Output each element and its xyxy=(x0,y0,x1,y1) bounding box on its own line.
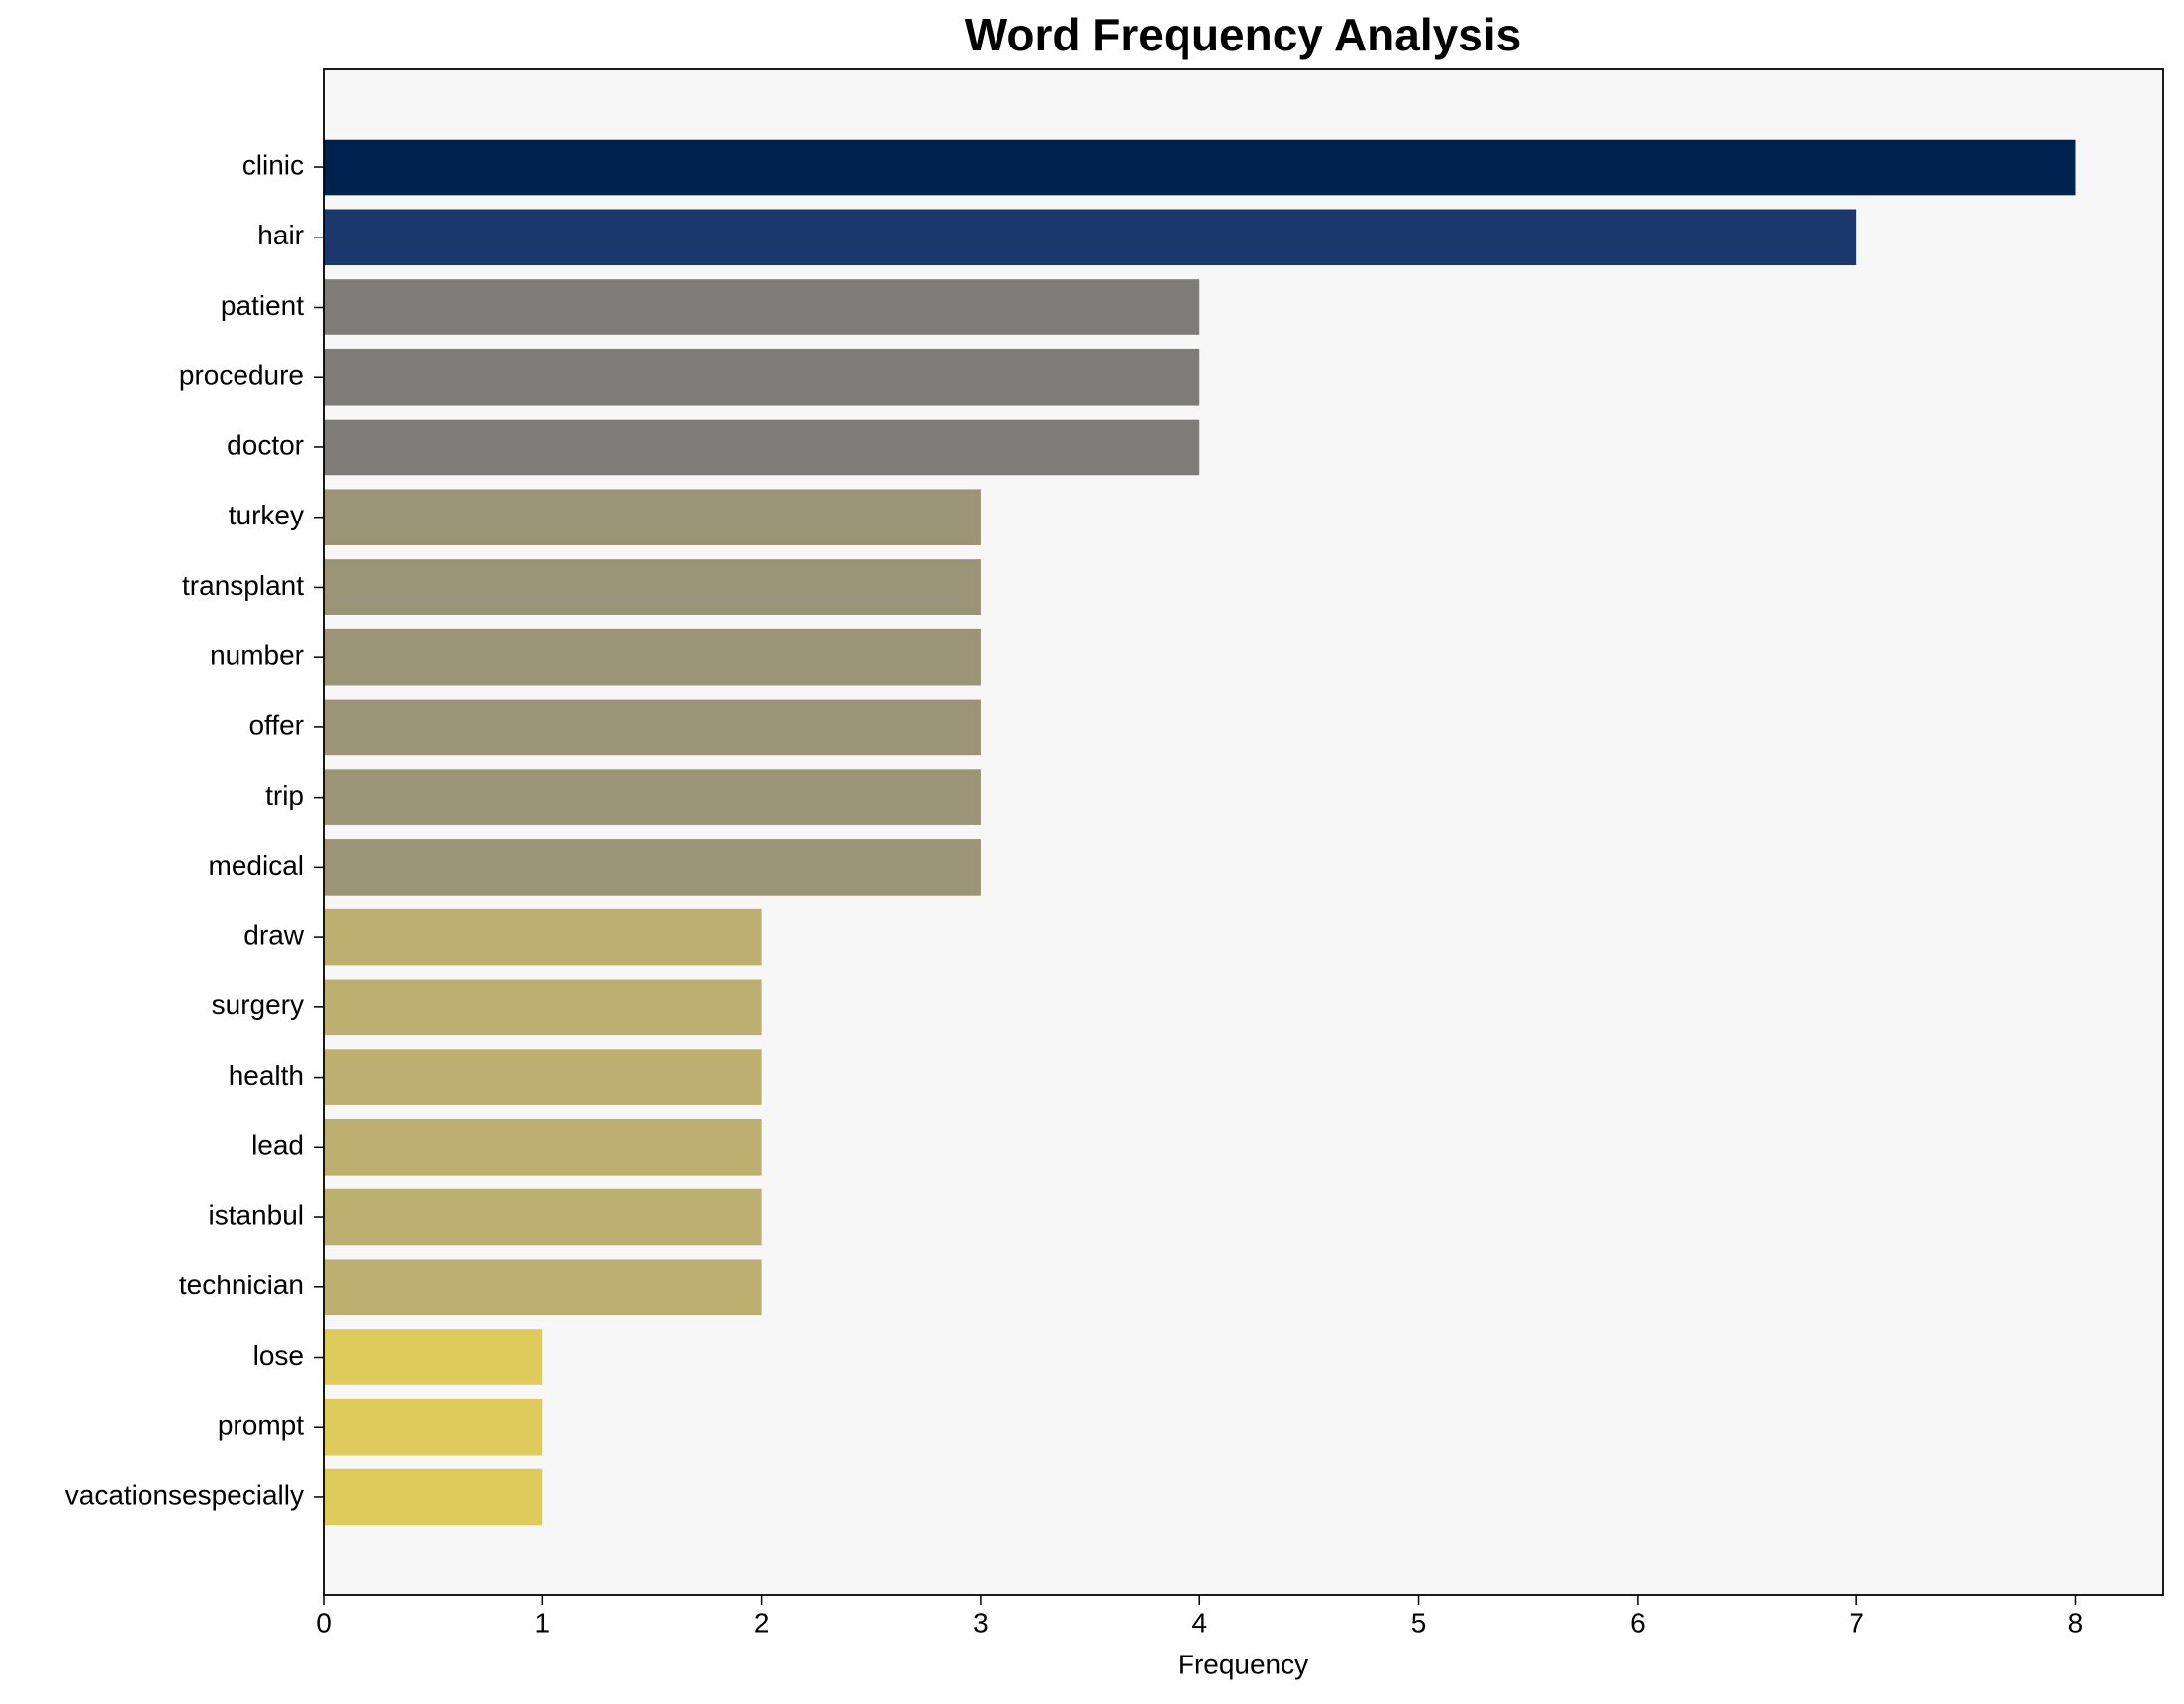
bar xyxy=(324,1398,543,1456)
x-tick-label: 0 xyxy=(316,1607,332,1638)
x-tick-label: 5 xyxy=(1411,1607,1427,1638)
y-tick-label: lead xyxy=(251,1130,304,1161)
bar xyxy=(324,419,1200,476)
bar xyxy=(324,348,1200,406)
y-tick-label: surgery xyxy=(212,990,304,1020)
bar xyxy=(324,1188,762,1246)
bar xyxy=(324,979,762,1036)
y-tick-label: offer xyxy=(248,710,304,740)
y-tick-label: procedure xyxy=(179,360,304,391)
bar xyxy=(324,1119,762,1176)
x-axis-label: Frequency xyxy=(1178,1649,1308,1679)
x-tick-label: 3 xyxy=(973,1607,989,1638)
bar xyxy=(324,839,981,896)
y-tick-label: lose xyxy=(253,1340,304,1371)
bar xyxy=(324,1468,543,1526)
y-tick-label: health xyxy=(229,1060,304,1090)
bar xyxy=(324,1329,543,1385)
plot-frame xyxy=(323,68,2164,1596)
bar xyxy=(324,628,981,686)
bar xyxy=(324,769,981,825)
x-tick-label: 2 xyxy=(754,1607,770,1638)
y-tick-label: prompt xyxy=(218,1410,304,1441)
bar xyxy=(324,1259,762,1316)
y-tick-label: draw xyxy=(243,919,304,950)
bar xyxy=(324,209,1857,266)
x-tick-label: 7 xyxy=(1849,1607,1864,1638)
y-tick-label: transplant xyxy=(182,570,304,601)
bar xyxy=(324,489,981,545)
y-tick-label: technician xyxy=(179,1270,304,1300)
bar xyxy=(324,139,2076,196)
y-tick-label: trip xyxy=(265,780,304,810)
bar xyxy=(324,699,981,756)
y-tick-label: medical xyxy=(209,850,304,881)
bar xyxy=(324,1049,762,1105)
x-tick-label: 8 xyxy=(2068,1607,2084,1638)
y-tick-label: hair xyxy=(257,220,304,250)
y-tick-label: istanbul xyxy=(208,1199,304,1230)
y-tick-label: doctor xyxy=(227,429,304,460)
x-tick-label: 4 xyxy=(1191,1607,1207,1638)
y-tick-label: vacationsespecially xyxy=(65,1479,304,1510)
chart-title: Word Frequency Analysis xyxy=(965,9,1521,60)
y-tick-label: turkey xyxy=(229,500,304,530)
bar xyxy=(324,908,762,966)
y-tick-label: clinic xyxy=(242,149,304,180)
y-tick-label: number xyxy=(210,640,304,671)
y-tick-label: patient xyxy=(221,290,304,321)
x-tick-label: 1 xyxy=(535,1607,551,1638)
bar xyxy=(324,279,1200,335)
x-tick-label: 6 xyxy=(1630,1607,1646,1638)
bar xyxy=(324,559,981,615)
